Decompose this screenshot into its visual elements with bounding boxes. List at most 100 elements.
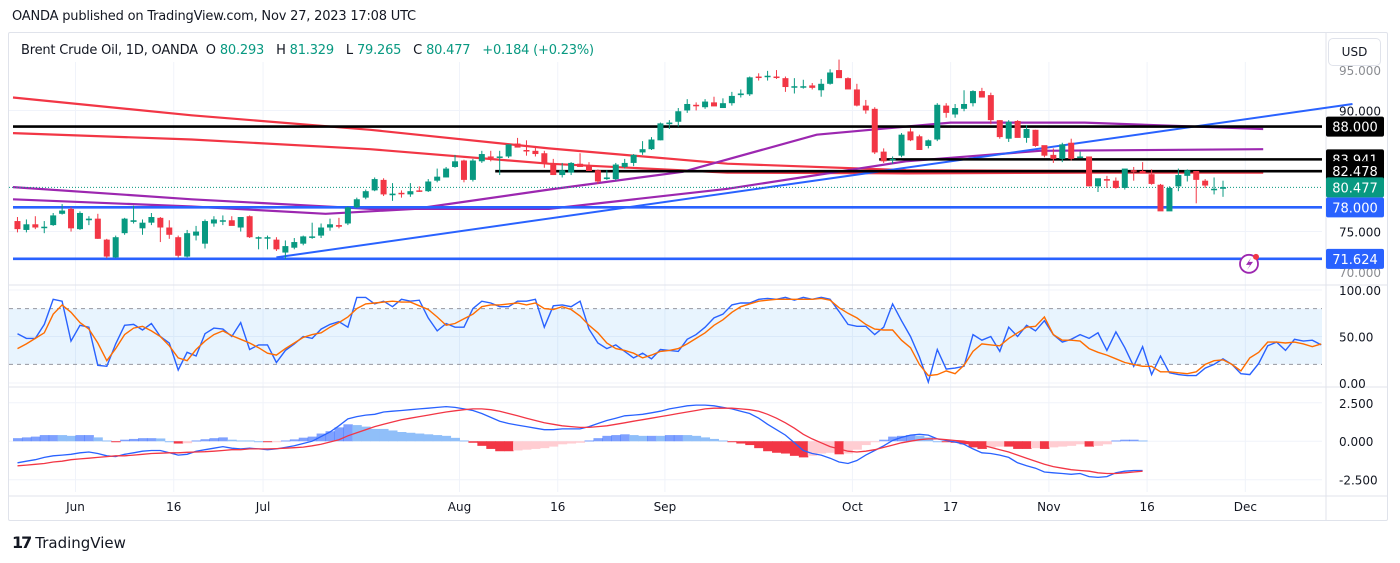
candle-body: [907, 131, 914, 141]
macd-histogram-bar: [897, 435, 907, 442]
macd-histogram-bar: [1004, 441, 1014, 447]
macd-histogram-bar: [173, 441, 184, 444]
candle-body: [1094, 178, 1101, 187]
candle: [228, 216, 235, 226]
macd-histogram-bar: [405, 432, 416, 442]
candle-body: [139, 222, 146, 229]
candle-body: [335, 225, 342, 227]
candle: [978, 87, 985, 98]
candle-body: [1166, 187, 1173, 212]
macd-histogram-bar: [423, 434, 434, 442]
candle: [148, 212, 155, 226]
published-caption: OANDA published on TradingView.com, Nov …: [12, 9, 416, 24]
candle-body: [460, 160, 467, 180]
x-tick-label: Dec: [1234, 500, 1257, 514]
candle-body: [246, 216, 253, 238]
candle: [871, 107, 878, 155]
candle-body: [675, 111, 682, 122]
macd-histogram-bar: [530, 441, 541, 449]
candle-body: [728, 95, 735, 104]
candle-body: [41, 226, 48, 229]
candle: [59, 204, 66, 215]
macd-histogram-bar: [343, 424, 353, 442]
candle-body: [603, 177, 610, 180]
candle-body: [1157, 184, 1164, 212]
candle-body: [443, 168, 450, 178]
macd-histogram-bar: [673, 435, 684, 442]
macd-histogram-bar: [647, 435, 657, 442]
candle: [273, 237, 280, 251]
candle-body: [353, 199, 360, 208]
candle-body: [210, 219, 217, 224]
macd-histogram-bar: [700, 437, 711, 442]
candle: [68, 207, 75, 232]
candle: [1157, 183, 1164, 212]
currency-button[interactable]: USD: [1328, 38, 1381, 66]
macd-histogram-bar: [548, 441, 559, 447]
candle: [630, 154, 637, 167]
macd-histogram-bar: [941, 441, 952, 443]
rsi-tick-label: 0.00: [1339, 377, 1366, 391]
candle-body: [764, 75, 771, 78]
candle: [675, 108, 682, 127]
macd-histogram-bar: [200, 439, 210, 442]
macd-histogram-bar: [691, 435, 702, 442]
candle: [809, 82, 816, 90]
macd-histogram-bar: [504, 441, 514, 452]
price-pane: [9, 59, 1353, 274]
level-price-tag-text: 78.000: [1332, 201, 1378, 216]
macd-histogram-bar: [664, 435, 675, 442]
candle-body: [925, 140, 932, 146]
candle: [264, 235, 271, 250]
candle-body: [773, 76, 780, 79]
candle-body: [719, 103, 726, 109]
footer-brand: 17 TradingView: [12, 533, 126, 552]
candle: [452, 154, 459, 168]
candle: [389, 183, 396, 201]
macd-histogram-bar: [870, 441, 880, 443]
candle-body: [630, 154, 637, 163]
candle: [1041, 145, 1048, 158]
macd-histogram-bar: [888, 436, 898, 442]
candle-body: [505, 144, 512, 157]
candle: [291, 238, 298, 250]
macd-histogram-bar: [30, 436, 41, 442]
candle-body: [237, 217, 244, 228]
candle: [32, 216, 39, 230]
price-change: +0.184 (+0.23%): [482, 43, 594, 58]
macd-histogram-bar: [789, 441, 800, 456]
candle-body: [175, 237, 182, 256]
candle-body: [264, 237, 271, 239]
candle-body: [889, 158, 896, 161]
candle: [1050, 148, 1057, 163]
candle-body: [407, 191, 414, 195]
candle: [434, 168, 441, 183]
ohlc-open: O 80.293: [205, 43, 265, 58]
candle-body: [585, 166, 592, 171]
candle: [514, 137, 521, 148]
macd-histogram-bar: [682, 435, 693, 442]
candle-body: [398, 192, 405, 195]
candle-body: [1148, 174, 1155, 184]
candle: [1220, 180, 1227, 197]
rsi-tick-label: 50.00: [1339, 331, 1373, 345]
candle: [585, 162, 592, 171]
candle-body: [487, 156, 494, 158]
candle: [469, 158, 476, 182]
candle: [416, 186, 423, 192]
x-tick-label: 16: [550, 500, 565, 514]
candle: [327, 218, 334, 231]
candle-body: [1023, 129, 1030, 138]
macd-histogram-bar: [798, 441, 809, 458]
candle-body: [344, 207, 351, 224]
candle-body: [693, 104, 700, 107]
candle: [577, 153, 584, 167]
candle: [568, 162, 575, 176]
candle-body: [318, 227, 325, 236]
candle: [791, 78, 798, 94]
macd-tick-label: 2.500: [1339, 397, 1373, 411]
candle-body: [112, 237, 119, 258]
macd-histogram-bar: [816, 441, 827, 454]
candle-body: [800, 86, 807, 88]
